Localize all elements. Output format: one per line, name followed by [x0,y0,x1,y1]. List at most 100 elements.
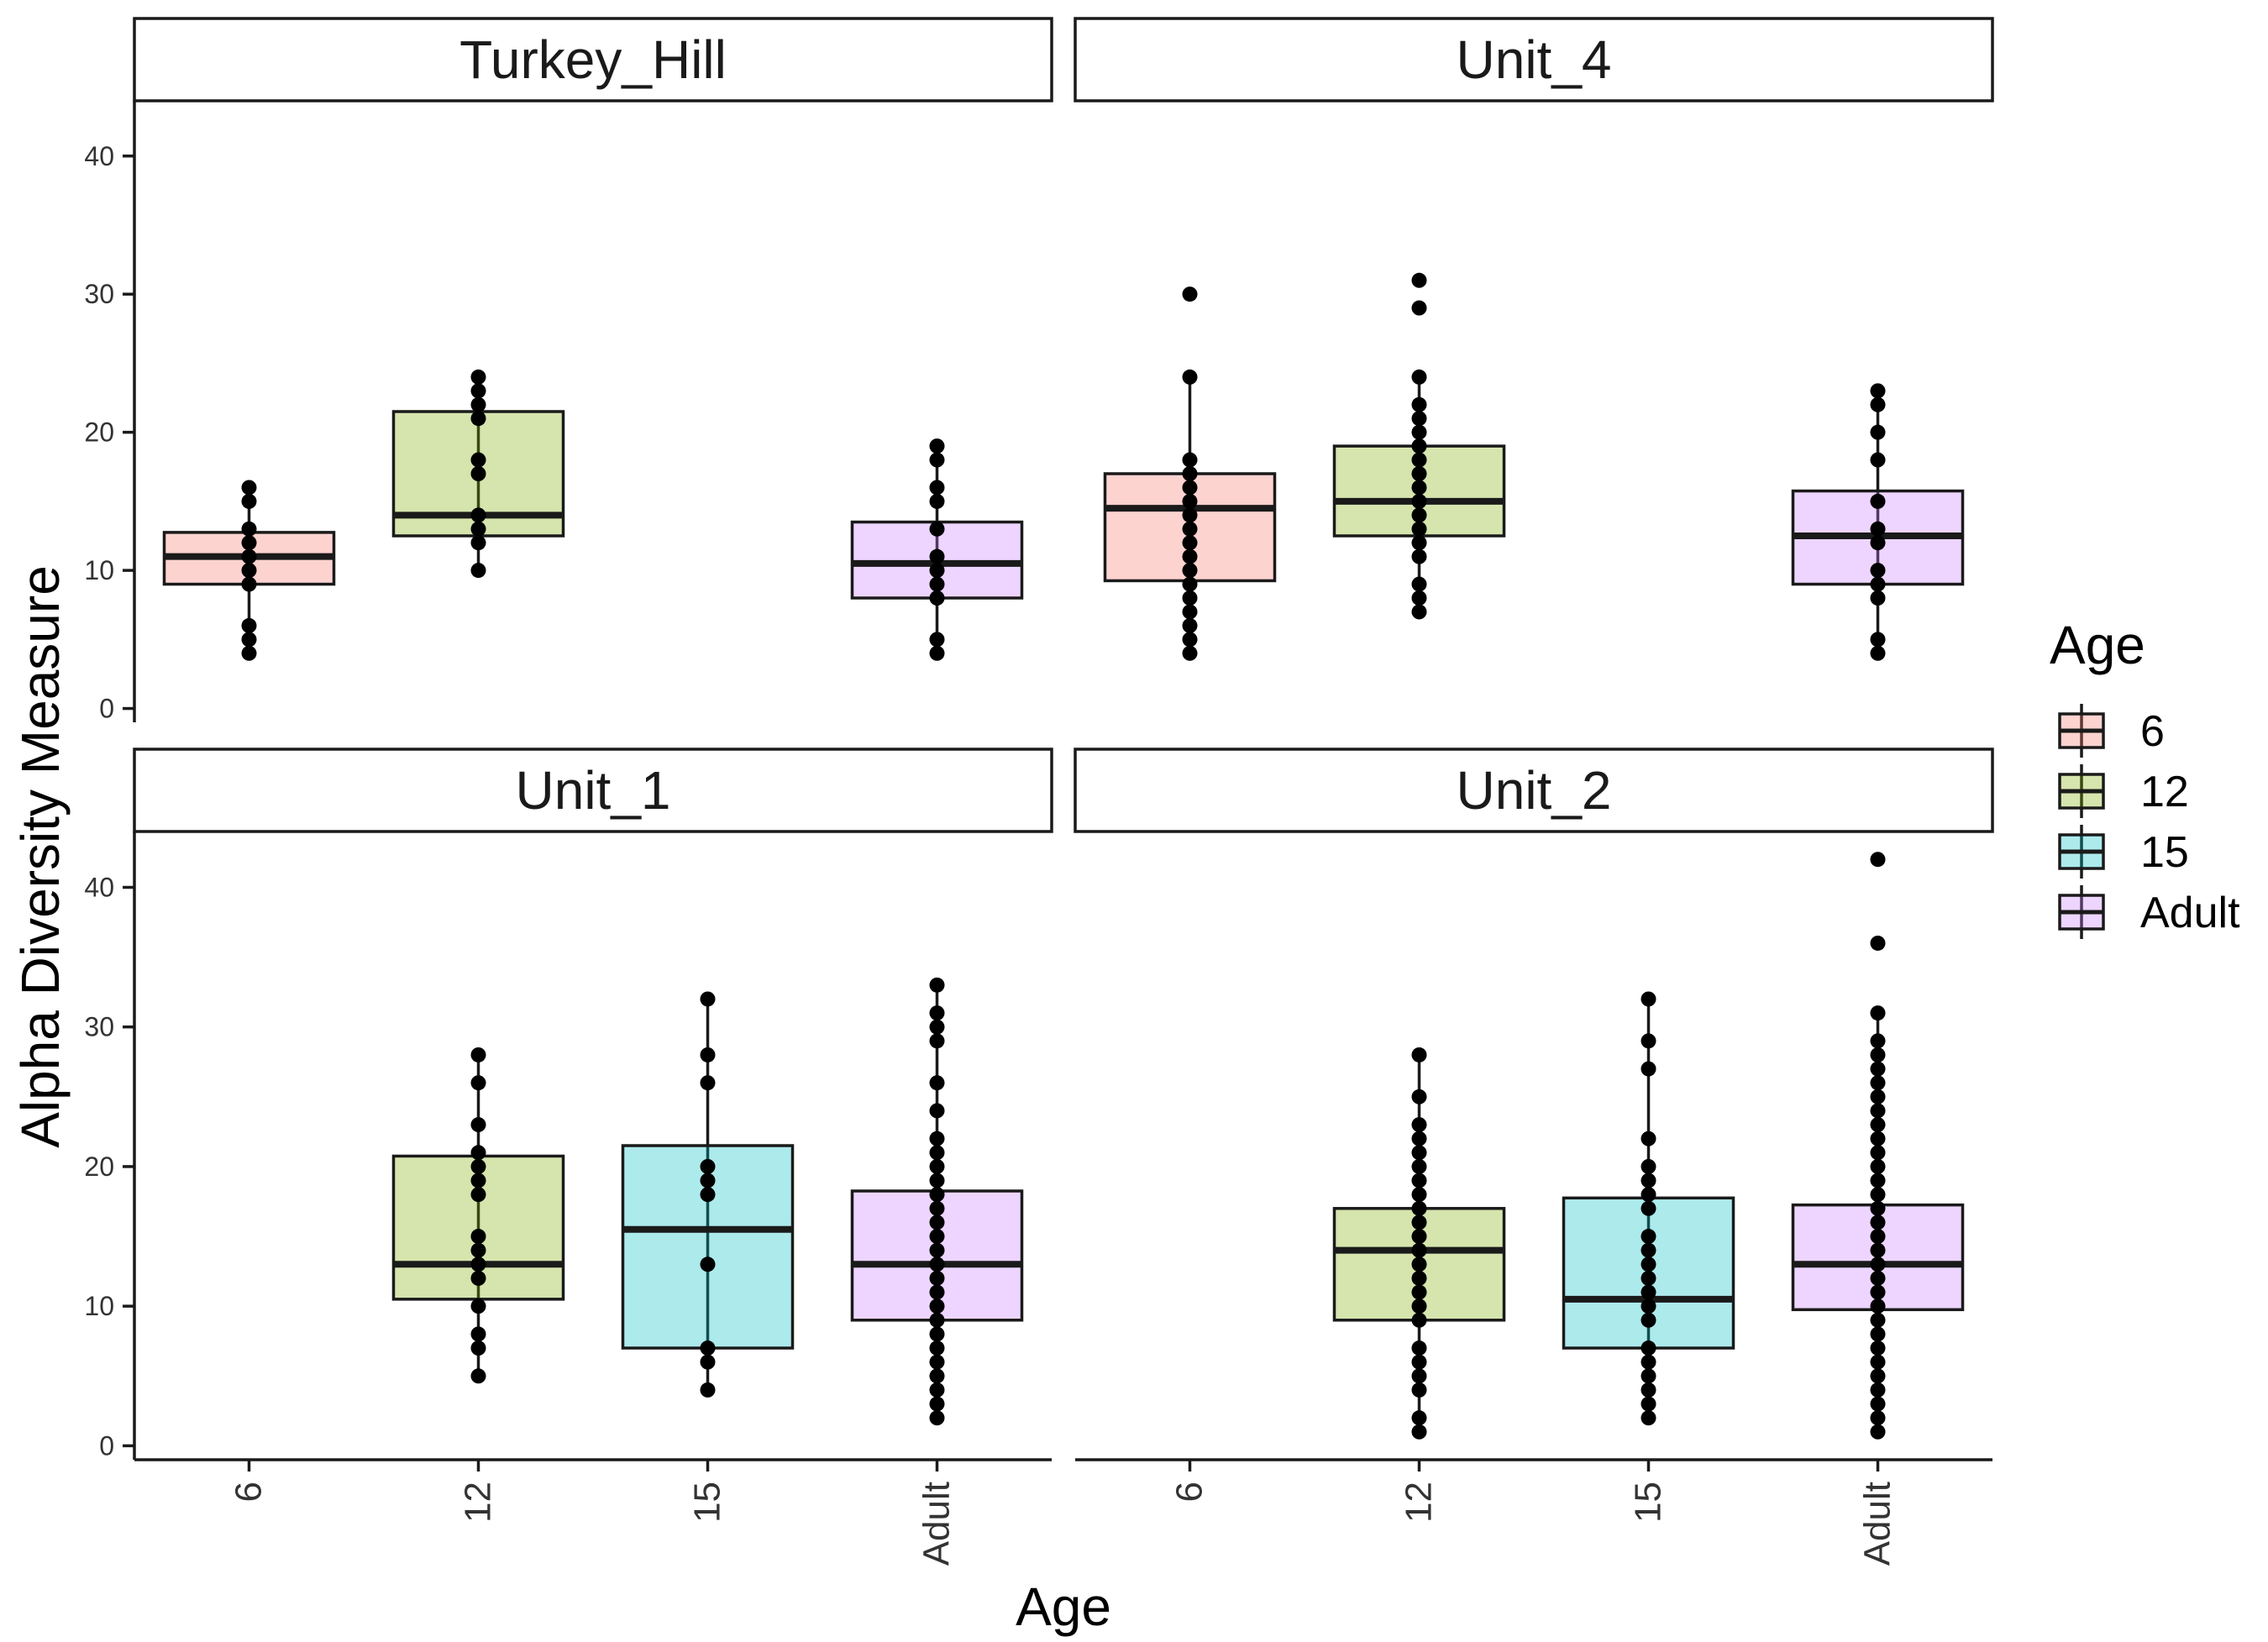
data-point [1870,576,1886,592]
data-point [1870,1368,1886,1384]
y-tick-label: 10 [84,555,114,585]
data-point [1870,1298,1886,1314]
data-point [1411,438,1427,454]
data-point [929,521,945,537]
data-point [470,466,486,481]
data-point [1870,645,1886,661]
data-point [1411,521,1427,537]
data-point [1182,548,1198,564]
data-point [929,1033,945,1049]
data-point [470,1172,486,1188]
data-point [929,1326,945,1342]
data-point [929,590,945,606]
data-point [1870,1131,1886,1146]
facet-strip [133,17,1053,102]
data-point [241,617,257,633]
data-point [1411,300,1427,316]
data-point [700,1172,716,1188]
data-point [1641,1187,1656,1203]
data-point [1411,369,1427,385]
data-point [1411,1158,1427,1174]
data-point [1182,521,1198,537]
legend-entry: 12 [2058,764,2189,818]
data-point [470,535,486,551]
data-point [929,452,945,468]
data-point [1641,1270,1656,1286]
data-point [929,576,945,592]
data-point [470,411,486,427]
legend-label: 15 [2140,828,2189,877]
data-point [1870,1312,1886,1328]
data-point [1411,1382,1427,1398]
box-group [850,977,1024,1426]
data-point [1641,1396,1656,1412]
data-point [1870,424,1886,440]
data-point [1411,1187,1427,1203]
data-point [1870,1340,1886,1356]
data-point [1411,1047,1427,1062]
data-point [1870,1284,1886,1300]
data-point [1870,493,1886,509]
data-point [1182,604,1198,620]
data-point [929,1200,945,1216]
data-point [929,1145,945,1161]
facet-title: Unit_4 [1457,29,1612,90]
data-point [1182,535,1198,551]
data-point [241,563,257,579]
data-point [1870,1214,1886,1230]
facet-title: Unit_2 [1457,760,1612,821]
data-point [470,1229,486,1245]
data-point [1870,396,1886,412]
data-point [1411,507,1427,523]
data-point [1870,1396,1886,1412]
y-tick-label: 20 [84,1151,114,1182]
legend-label: Adult [2140,889,2240,937]
facet-panel: Turkey_Hill 0 10 20 30 40 [84,17,1053,724]
facet-strip [133,748,1053,833]
data-point [1641,1256,1656,1272]
data-point [1182,645,1198,661]
data-point [700,1382,716,1398]
data-point [1641,1354,1656,1370]
data-point [241,480,257,496]
data-point [241,535,257,551]
data-point [1411,1368,1427,1384]
y-axis-title: Alpha Diversity Measure [10,565,71,1148]
data-point [1182,590,1198,606]
data-point [1411,1172,1427,1188]
legend-title: Age [2050,615,2145,675]
data-point [1411,424,1427,440]
data-point [470,1075,486,1091]
data-point [1411,1117,1427,1133]
box-group [850,438,1024,661]
data-point [1870,1117,1886,1133]
legend: Age 6 12 15 Adult [2050,615,2240,939]
data-point [1870,852,1886,868]
data-point [470,521,486,537]
data-point [1411,1424,1427,1440]
data-point [1411,396,1427,412]
data-point [700,1256,716,1272]
box-group [621,991,795,1398]
data-point [470,383,486,399]
data-point [241,632,257,648]
data-point [1870,1005,1886,1021]
data-point [929,1131,945,1146]
facet-panel: Unit_4 [1074,17,1994,661]
data-point [929,1382,945,1398]
y-tick-label: 40 [84,872,114,902]
data-point [1870,1047,1886,1062]
data-point [1870,1187,1886,1203]
data-point [929,1354,945,1370]
data-point [700,1158,716,1174]
facet-title: Unit_1 [516,760,671,821]
data-point [1411,1242,1427,1258]
data-point [1411,493,1427,509]
data-point [1641,1340,1656,1356]
data-point [1411,1229,1427,1245]
data-point [1182,617,1198,633]
box-group [1791,852,1965,1440]
x-tick-label: 15 [687,1482,728,1523]
data-point [929,480,945,496]
data-point [1870,1242,1886,1258]
